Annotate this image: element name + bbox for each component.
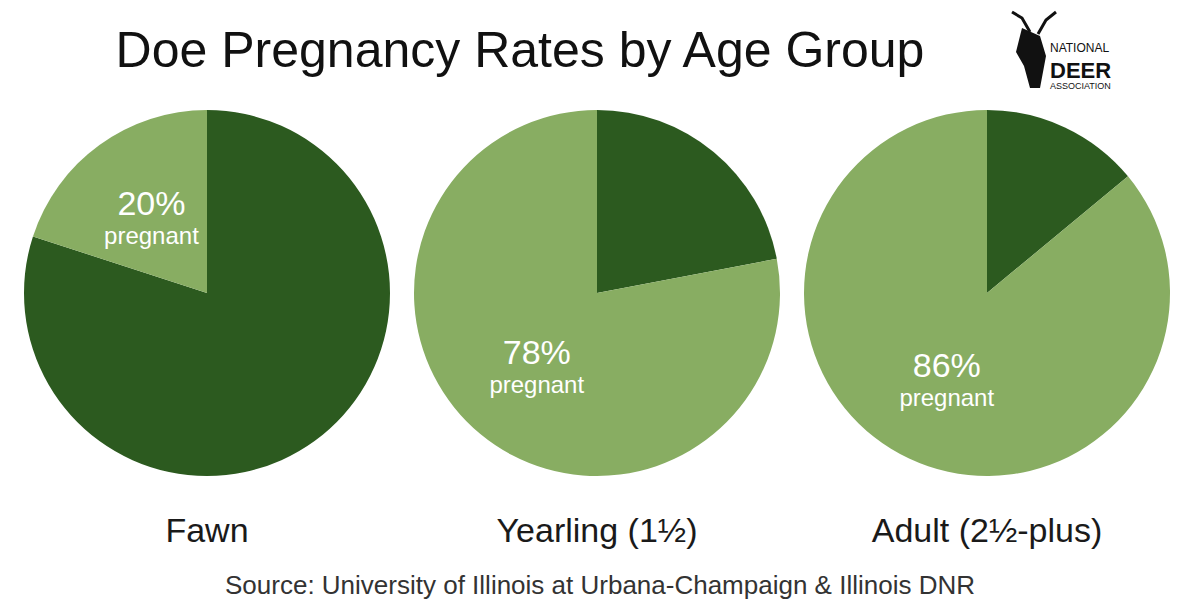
svg-text:Yearling (1½): Yearling (1½) — [497, 511, 698, 549]
svg-text:pregnant: pregnant — [489, 371, 584, 398]
svg-text:Adult (2½-plus): Adult (2½-plus) — [872, 511, 1103, 549]
svg-text:Fawn: Fawn — [165, 511, 248, 549]
svg-text:Doe Pregnancy Rates by Age Gro: Doe Pregnancy Rates by Age Group — [116, 22, 925, 78]
svg-text:78%: 78% — [503, 333, 571, 371]
svg-text:DEER: DEER — [1050, 58, 1111, 83]
svg-text:ASSOCIATION: ASSOCIATION — [1050, 81, 1111, 91]
svg-text:20%: 20% — [117, 184, 185, 222]
svg-text:86%: 86% — [913, 346, 981, 384]
svg-text:Source: University of Illinois: Source: University of Illinois at Urbana… — [225, 570, 975, 600]
svg-text:pregnant: pregnant — [104, 222, 199, 249]
svg-text:pregnant: pregnant — [899, 384, 994, 411]
svg-text:NATIONAL: NATIONAL — [1050, 41, 1109, 55]
